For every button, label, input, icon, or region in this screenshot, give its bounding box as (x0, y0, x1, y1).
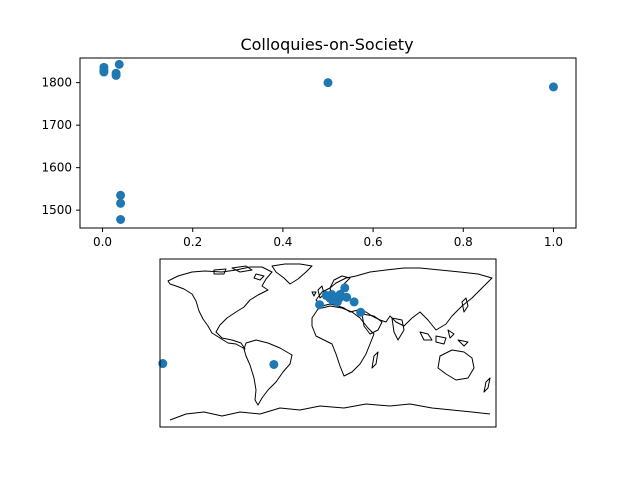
map-point (269, 359, 279, 369)
scatter-point (323, 78, 333, 88)
y-tick-label: 1500 (41, 203, 72, 217)
world-map (158, 258, 497, 428)
x-tick-label: 1.0 (544, 235, 563, 249)
coastline-japan (461, 297, 469, 313)
coastline-arctic-islands (213, 265, 265, 281)
coastline-antarctica (169, 403, 491, 421)
coastline-india (391, 317, 405, 341)
y-tick-label: 1700 (41, 118, 72, 132)
x-tick-label: 0.2 (183, 235, 202, 249)
x-tick-label: 0.4 (273, 235, 292, 249)
scatter-point (548, 82, 558, 92)
coastline-arabia (361, 313, 383, 335)
map-point (356, 307, 366, 317)
coastlines (167, 263, 493, 421)
scatter-point (111, 70, 121, 80)
scatter-point (99, 67, 109, 77)
y-tick-label: 1600 (41, 161, 72, 175)
coastline-southeast-asia (419, 329, 469, 347)
map-point (158, 359, 168, 369)
scatter-plot: Colloquies-on-Society 0.0 0.2 0.4 0.6 0.8 1.0… (41, 35, 577, 249)
map-point (315, 300, 325, 310)
map-background (160, 259, 496, 427)
scatter-point (114, 59, 124, 69)
x-tick-label: 0.6 (364, 235, 383, 249)
scatter-axes-frame (79, 57, 577, 229)
scatter-x-axis: 0.0 0.2 0.4 0.6 0.8 1.0 (93, 228, 563, 249)
coastline-greenland (271, 263, 313, 285)
coastline-new-zealand (483, 377, 491, 393)
map-points (158, 283, 366, 369)
map-point (332, 297, 342, 307)
map-point (340, 283, 350, 293)
map-point (342, 292, 352, 302)
coastline-australia (437, 349, 475, 381)
scatter-title: Colloquies-on-Society (240, 35, 413, 54)
scatter-y-axis: 1500 1600 1700 1800 (41, 76, 80, 217)
map-point (327, 289, 337, 299)
scatter-point (116, 198, 126, 208)
y-tick-label: 1800 (41, 76, 72, 90)
scatter-point (116, 215, 126, 224)
x-tick-label: 0.8 (454, 235, 473, 249)
scatter-point (116, 190, 126, 200)
coastline-africa (311, 305, 375, 377)
map-point (349, 297, 359, 307)
coastline-madagascar (371, 351, 379, 369)
coastline-south-america (243, 339, 293, 406)
map-frame (159, 258, 497, 428)
scatter-points (99, 59, 558, 224)
x-tick-label: 0.0 (93, 235, 112, 249)
